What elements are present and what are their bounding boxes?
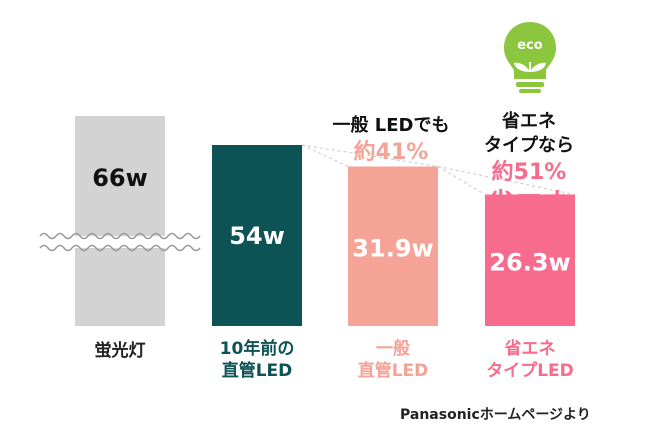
bulb-base-lower [519,89,541,93]
category-label-line: 直管LED [221,361,293,381]
category-label-3: 一般 直管LED [323,338,463,382]
axis-break-wave-1 [39,232,201,240]
annotation-lead: 省エネ タイプなら [484,111,574,156]
bar-value-label-2: 54w [229,222,285,250]
category-label-1: 蛍光灯 [50,340,190,362]
bar-value-label-3: 31.9w [352,234,433,262]
bar-2 [212,145,302,326]
annotation-saving: 省エネ [486,187,571,220]
bar-3 [348,166,438,326]
eco-label: eco [517,38,543,53]
annotation-saving: 省エネ [348,167,433,200]
leaf-right [530,62,546,72]
bar-1 [75,116,165,326]
category-label-line: タイプLED [486,361,574,381]
bar-value-label-1: 66w [92,164,148,192]
bar-4 [485,194,575,326]
category-label-line: 直管LED [357,361,429,381]
eco-bulb-icon: eco [504,22,556,93]
axis-break-wave-2 [39,244,201,252]
bar-value-label-4: 26.3w [489,248,570,276]
annotation-percent: 約41% [353,140,429,165]
category-label-2: 10年前の 直管LED [187,338,327,382]
comparison-guide-1 [301,144,439,167]
category-label-line: 蛍光灯 [94,341,146,361]
bulb-base [516,82,544,87]
category-label-4: 省エネ タイプLED [460,338,600,382]
comparison-guide-2 [437,166,576,195]
source-note: Panasonicホームページより [400,407,591,423]
annotation-general-led: 一般 LEDでも 約41% 省エネ [316,114,466,200]
category-label-line: 一般 [376,339,410,359]
annotation-eco-led: 省エネ タイプなら 約51% 省エネ [464,110,594,220]
axis-break-band [40,236,200,248]
leaf-left [514,62,530,72]
comparison-guide-inner-1 [301,144,349,167]
annotation-lead: 一般 LEDでも [332,115,450,136]
category-label-line: 省エネ [504,339,556,359]
annotation-percent: 約51% [491,160,567,185]
category-label-line: 10年前の [219,339,295,359]
